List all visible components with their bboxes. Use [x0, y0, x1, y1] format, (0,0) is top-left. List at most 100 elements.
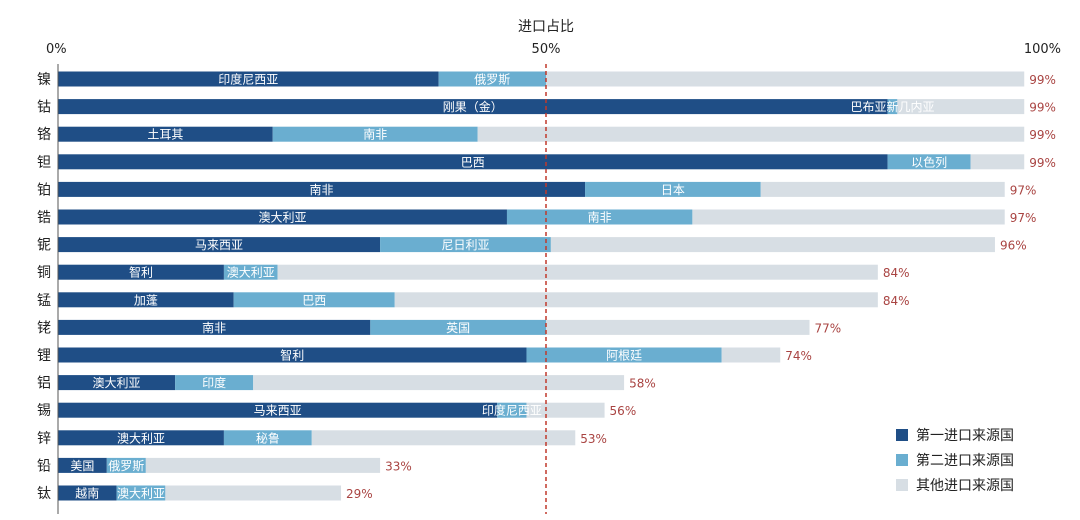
- category-label: 铝: [37, 376, 51, 392]
- category-label: 铂: [37, 182, 51, 198]
- bar-segment-1: [58, 292, 234, 308]
- total-label: 96%: [1000, 239, 1027, 253]
- segment-label: 马来西亚: [254, 404, 302, 418]
- category-label: 铑: [37, 320, 51, 336]
- legend-label: 其他进口来源国: [916, 478, 1014, 494]
- bar-segment-2: [106, 457, 146, 473]
- legend-swatch: [896, 429, 908, 441]
- bar-segment-2: [233, 292, 395, 308]
- segment-label: 澳大利亚: [227, 266, 275, 280]
- bar-segment-1: [58, 347, 527, 363]
- total-label: 56%: [610, 404, 637, 418]
- bar-segment-3: [311, 430, 576, 446]
- segment-label: 巴布亚新几内亚: [850, 99, 934, 114]
- bar-segment-3: [721, 347, 781, 363]
- bar-segment-2: [223, 264, 278, 280]
- bar-segment-3: [145, 457, 381, 473]
- segment-label: 阿根廷: [606, 349, 642, 363]
- segment-label: 以色列: [911, 155, 947, 169]
- x-tick-label: 50%: [532, 42, 561, 57]
- category-label: 锆: [37, 210, 51, 226]
- segment-label: 刚果（金）: [443, 99, 503, 114]
- segment-label: 澳大利亚: [93, 376, 141, 390]
- bar-segment-2: [272, 126, 478, 142]
- legend-swatch: [896, 454, 908, 466]
- bar-segment-2: [506, 209, 693, 225]
- x-tick-label: 0%: [46, 42, 67, 57]
- segment-label: 印度: [202, 375, 226, 390]
- legend-label: 第二进口来源国: [916, 452, 1014, 469]
- segment-label: 土耳其: [147, 128, 183, 142]
- bar-segment-1: [58, 99, 888, 115]
- bar-segment-3: [550, 237, 995, 253]
- bar-segment-3: [165, 485, 342, 501]
- category-label: 铅: [37, 458, 51, 474]
- total-label: 97%: [1010, 183, 1037, 197]
- bar-segment-3: [477, 126, 1025, 142]
- bar-segment-2: [585, 181, 761, 197]
- bar-segment-2: [175, 375, 254, 391]
- bar-segment-3: [394, 292, 878, 308]
- x-axis: 进口占比 0% 50% 100%: [46, 19, 1061, 514]
- bar-segment-3: [526, 402, 605, 418]
- segment-label: 美国: [70, 459, 94, 473]
- bar-segment-2: [223, 430, 312, 446]
- bar-segment-1: [58, 264, 224, 280]
- segment-label: 印度尼西亚: [482, 403, 542, 418]
- bar-segment-1: [58, 319, 371, 335]
- segment-label: 俄罗斯: [108, 459, 144, 473]
- segment-label: 尼日利亚: [441, 238, 489, 252]
- bar-segment-3: [692, 209, 1005, 225]
- bar-segment-1: [58, 71, 439, 87]
- total-label: 53%: [580, 432, 607, 446]
- bar-segment-2: [380, 237, 551, 253]
- total-label: 99%: [1029, 73, 1056, 87]
- segment-label: 智利: [280, 348, 304, 363]
- category-label: 钽: [37, 155, 51, 171]
- bar-segment-2: [887, 154, 971, 170]
- bar-segment-2: [887, 99, 898, 115]
- bar-segment-1: [58, 485, 117, 501]
- segment-label: 巴西: [302, 293, 326, 307]
- total-label: 84%: [883, 294, 910, 308]
- bar-segment-1: [58, 154, 888, 170]
- bar-segment-1: [58, 430, 224, 446]
- x-tick-label: 100%: [1024, 42, 1061, 57]
- bar-segment-3: [546, 319, 810, 335]
- bar-segment-2: [526, 347, 722, 363]
- bar-segment-3: [897, 99, 1025, 115]
- bar-segment-1: [58, 375, 176, 391]
- bar-segment-3: [277, 264, 878, 280]
- total-label: 29%: [346, 487, 373, 501]
- category-label: 铌: [37, 238, 51, 254]
- total-label: 33%: [385, 459, 412, 473]
- segment-label: 巴西: [461, 155, 485, 169]
- total-label: 99%: [1029, 101, 1056, 115]
- bar-segment-1: [58, 209, 507, 225]
- segment-label: 秘鲁: [256, 431, 280, 445]
- bars-layer: [58, 71, 1025, 501]
- total-label: 58%: [629, 377, 656, 391]
- total-label: 84%: [883, 266, 910, 280]
- segment-label: 南非: [310, 182, 334, 197]
- bar-segment-3: [253, 375, 625, 391]
- segment-label: 越南: [75, 486, 99, 501]
- bar-segment-2: [370, 319, 546, 335]
- total-labels-layer: 99% 99% 99% 99% 97% 97% 96% 84% 84% 77%74% 58% 56%5…: [346, 73, 1056, 501]
- category-label: 锌: [37, 431, 51, 447]
- bar-segment-3: [760, 181, 1005, 197]
- legend-swatch: [896, 479, 908, 491]
- segment-label: 智利: [129, 265, 153, 280]
- segment-label: 加蓬: [134, 293, 158, 307]
- segment-label: 印度尼西亚: [218, 72, 278, 87]
- category-label: 铬: [37, 127, 51, 143]
- legend-label: 第一进口来源国: [916, 427, 1014, 444]
- bar-segment-2: [497, 402, 527, 418]
- bar-segment-1: [58, 402, 498, 418]
- segment-label: 澳大利亚: [117, 487, 165, 501]
- bar-segment-1: [58, 126, 273, 142]
- segment-label: 南非: [202, 320, 226, 335]
